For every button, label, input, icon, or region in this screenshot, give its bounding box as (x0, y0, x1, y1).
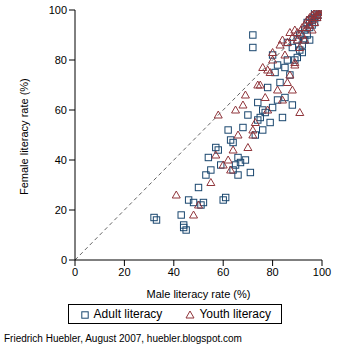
html-text:Youth literacy: Youth literacy (199, 307, 271, 321)
svg-text:0: 0 (72, 266, 78, 278)
svg-text:40: 40 (55, 154, 67, 166)
svg-text:60: 60 (217, 266, 229, 278)
svg-text:60: 60 (55, 104, 67, 116)
html-text:Adult literacy: Adult literacy (93, 307, 163, 321)
svg-text:40: 40 (168, 266, 180, 278)
svg-text:80: 80 (266, 266, 278, 278)
svg-text:20: 20 (118, 266, 130, 278)
svg-text:0: 0 (61, 254, 67, 266)
svg-text:Female literacy rate (%): Female literacy rate (%) (18, 78, 30, 195)
svg-text:20: 20 (55, 204, 67, 216)
svg-text:Male literacy rate (%): Male literacy rate (%) (147, 288, 251, 300)
html-text:Friedrich Huebler, August 2007: Friedrich Huebler, August 2007, huebler.… (4, 333, 242, 344)
svg-text:100: 100 (49, 4, 67, 16)
svg-text:100: 100 (313, 266, 331, 278)
svg-text:80: 80 (55, 54, 67, 66)
